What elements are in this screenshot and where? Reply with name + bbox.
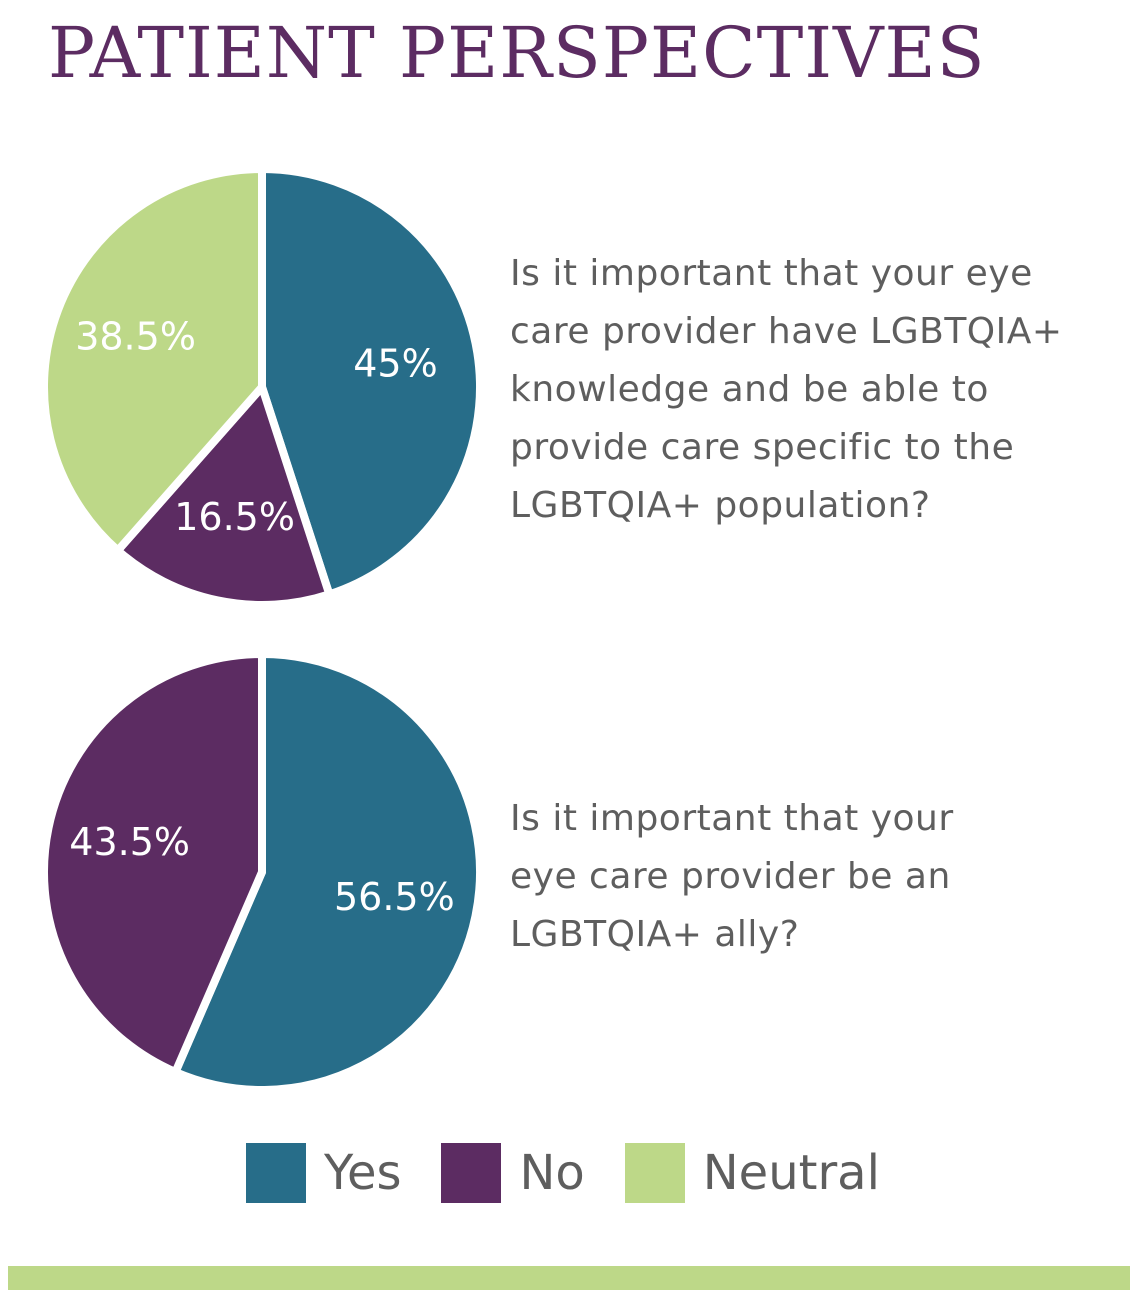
legend-swatch-neutral [624, 1143, 685, 1203]
legend: Yes No Neutral [246, 1142, 920, 1204]
pie-slice-ally-yes [170, 649, 484, 1094]
pie-slice-knowledge-neutral [40, 164, 266, 557]
legend-label-neutral: Neutral [702, 1145, 880, 1201]
pie-label-knowledge-neutral: 38.5% [75, 315, 196, 359]
legend-swatch-yes [246, 1143, 306, 1203]
pie-chart-knowledge: 45% 16.5% 38.5% [40, 164, 484, 609]
pie-slice-knowledge-no [112, 379, 335, 609]
pie-label-ally-yes: 56.5% [334, 875, 455, 919]
pie-chart-ally: 56.5% 43.5% [40, 649, 484, 1094]
page-title: PATIENT PERSPECTIVES [48, 12, 986, 94]
footer-bar [8, 1266, 1130, 1290]
question-ally: Is it important that your eye care provi… [510, 798, 954, 955]
legend-item-no: No [441, 1143, 585, 1203]
pie-slice-ally-no [40, 649, 266, 1078]
pie-label-knowledge-yes: 45% [353, 341, 437, 385]
legend-item-yes: Yes [246, 1143, 401, 1203]
legend-item-neutral: Neutral [624, 1143, 880, 1203]
question-knowledge: Is it important that your eye care provi… [510, 253, 1063, 526]
legend-label-no: No [519, 1145, 585, 1201]
pie-slice-knowledge-yes [258, 164, 484, 600]
legend-label-yes: Yes [324, 1145, 402, 1201]
pie-label-ally-no: 43.5% [69, 820, 190, 864]
legend-swatch-no [441, 1143, 502, 1203]
pie-label-knowledge-no: 16.5% [174, 495, 295, 539]
